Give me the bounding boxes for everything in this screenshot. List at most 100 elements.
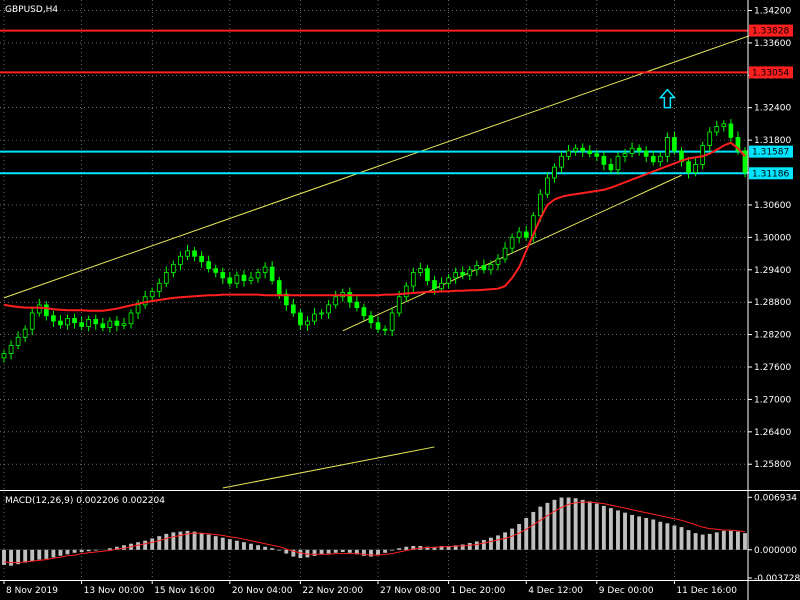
- price-tick-label: 1.26400: [754, 428, 791, 438]
- candle-body: [79, 322, 84, 327]
- candle-body: [453, 272, 458, 279]
- time-tick-label: 13 Nov 00:00: [84, 586, 145, 596]
- candle-body: [615, 155, 621, 171]
- candle-body: [509, 236, 515, 249]
- candle-body: [368, 315, 374, 324]
- candle-body: [389, 312, 395, 331]
- candle-body: [142, 296, 148, 306]
- up-arrow-icon[interactable]: [658, 88, 677, 109]
- candle-body: [495, 258, 501, 265]
- candle-body: [467, 269, 473, 276]
- candle-body: [192, 250, 197, 257]
- level-label: 1.31587: [752, 148, 789, 158]
- price-tick-label: 1.28200: [754, 331, 791, 341]
- candle-body: [72, 317, 77, 324]
- candle-body: [149, 290, 155, 298]
- price-tick-label: 1.25800: [754, 460, 791, 470]
- macd-axis: 0.006934 0.000000 -0.003728: [748, 493, 800, 584]
- candle-body: [269, 266, 275, 281]
- price-tick-label: 1.33600: [754, 39, 791, 49]
- candle-body: [8, 344, 14, 354]
- price-tick-label: 1.28800: [754, 298, 791, 308]
- candle-body: [707, 131, 713, 146]
- candle-body: [114, 320, 120, 326]
- candle-body: [276, 280, 282, 295]
- trendline[interactable]: [3, 34, 753, 299]
- candle-body: [29, 312, 35, 330]
- candle-body: [672, 137, 677, 152]
- time-tick-label: 15 Nov 16:00: [154, 586, 215, 596]
- candle-body: [665, 137, 670, 157]
- candle-body: [425, 268, 430, 281]
- candle-body: [580, 147, 586, 152]
- macd-tick-label: 0.000000: [754, 546, 797, 556]
- candle-body: [121, 323, 127, 326]
- candle-body: [86, 319, 92, 327]
- macd-tick-label: 0.006934: [754, 493, 797, 503]
- candle-body: [100, 323, 106, 328]
- ma-line: [3, 141, 746, 312]
- candle-body: [608, 164, 614, 171]
- price-tick-label: 1.27600: [754, 363, 791, 373]
- level-labels: 1.33828 1.33054 1.31587 1.31186: [749, 24, 793, 180]
- candle-body: [382, 328, 388, 331]
- candle-body: [375, 322, 381, 330]
- candle-body: [460, 272, 466, 276]
- candle-body: [354, 301, 360, 308]
- trendline[interactable]: [222, 446, 435, 489]
- candle-body: [573, 147, 578, 152]
- candle-body: [347, 292, 353, 303]
- price-tick-label: 1.30000: [754, 233, 791, 243]
- price-tick-label: 1.27000: [754, 395, 791, 405]
- candle-body: [488, 263, 494, 271]
- candle-body: [178, 255, 183, 265]
- time-tick-label: 1 Dec 20:00: [451, 586, 506, 596]
- candle-body: [65, 317, 70, 326]
- candle-body: [601, 155, 607, 165]
- candle-body: [333, 296, 339, 306]
- time-tick-label: 20 Nov 04:00: [232, 586, 293, 596]
- candle-body: [312, 313, 317, 322]
- candle-body: [234, 274, 240, 284]
- candle-body: [538, 193, 543, 217]
- macd-histogram: [2, 497, 747, 566]
- candle-body: [481, 265, 487, 271]
- candle-body: [446, 277, 451, 284]
- candle-body: [714, 126, 720, 133]
- candle-body: [523, 231, 529, 238]
- candle-body: [686, 161, 691, 173]
- candle-body: [594, 153, 600, 157]
- candle-body: [530, 215, 536, 238]
- candle-body: [185, 250, 190, 257]
- horizontal-levels[interactable]: [0, 29, 748, 175]
- candle-body: [156, 282, 162, 292]
- candle-body: [516, 231, 522, 238]
- time-tick-label: 4 Dec 12:00: [528, 586, 583, 596]
- macd-title: MACD(12,26,9) 0.002206 0.002204: [5, 496, 165, 506]
- price-tick-label: 1.29400: [754, 266, 791, 276]
- candle-body: [326, 304, 331, 314]
- time-axis: 8 Nov 2019 13 Nov 00:00 15 Nov 16:00 20 Nov…: [3, 580, 737, 596]
- candle-body: [735, 137, 741, 152]
- chart-title: GBPUSD,H4: [5, 5, 58, 15]
- candle-body: [403, 285, 409, 298]
- candle-body: [220, 272, 226, 279]
- level-label-box: [749, 66, 793, 79]
- candle-body: [227, 277, 233, 284]
- candle-body: [566, 150, 571, 157]
- candle-body: [128, 312, 134, 325]
- candle-body: [474, 265, 480, 271]
- candle-body: [262, 266, 268, 273]
- candle-body: [291, 304, 296, 314]
- candle-body: [305, 320, 310, 326]
- level-label-box: [749, 145, 793, 158]
- candle-body: [241, 274, 247, 281]
- time-tick-label: 22 Nov 20:00: [302, 586, 363, 596]
- level-label: 1.33054: [752, 68, 789, 78]
- candle-body: [135, 304, 141, 314]
- candle-body: [559, 155, 564, 168]
- candle-body: [502, 247, 508, 260]
- candle-body: [587, 150, 593, 155]
